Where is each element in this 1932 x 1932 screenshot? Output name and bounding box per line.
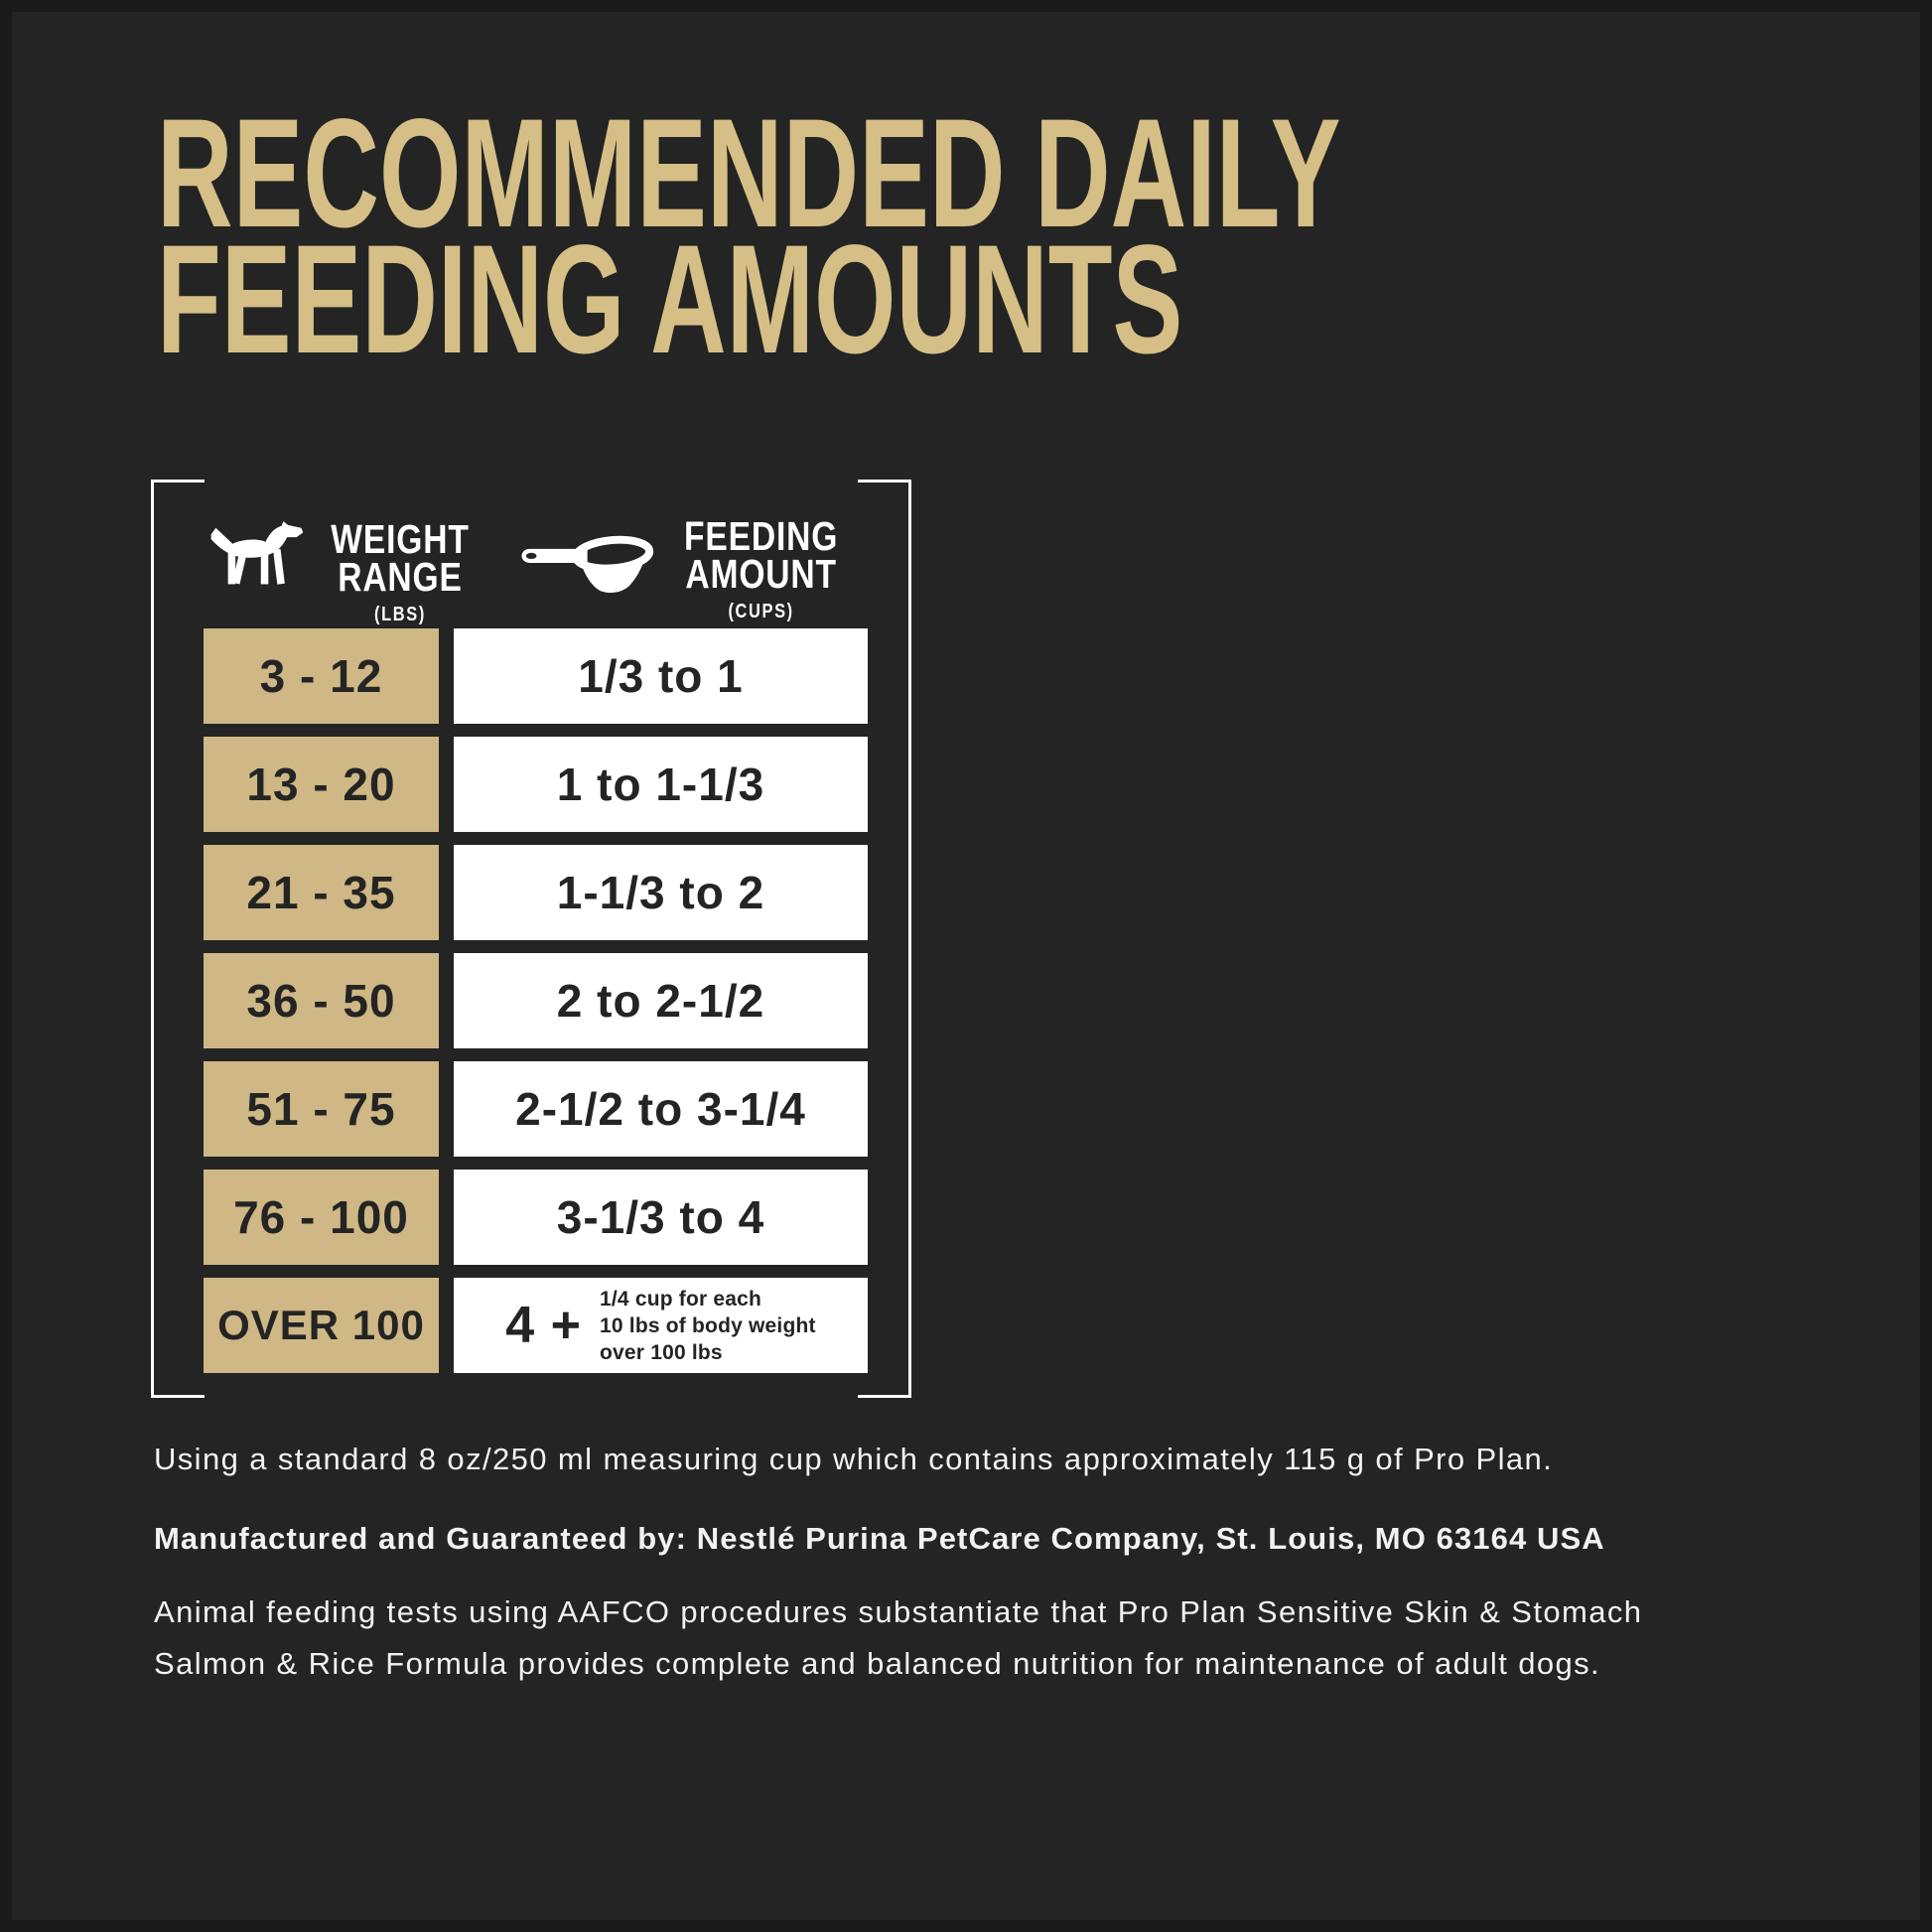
page-title-line-2: FEEDING AMOUNTS	[157, 213, 1183, 386]
feeding-amount-base: 4 +	[505, 1297, 582, 1354]
feeding-amount-label-line-1: FEEDING	[684, 513, 839, 559]
bracket-corner-bottom-left	[151, 1395, 205, 1398]
weight-range-cell: 36 - 50	[204, 953, 439, 1048]
table-row: 36 - 50 2 to 2-1/2	[204, 953, 868, 1048]
table-row: OVER 100 4 + 1/4 cup for each 10 lbs of …	[204, 1278, 868, 1373]
weight-range-unit: (LBS)	[374, 604, 426, 625]
manufacturer-statement: Manufactured and Guaranteed by: Nestlé P…	[154, 1521, 1605, 1556]
feeding-amount-cell: 2-1/2 to 3-1/4	[454, 1061, 868, 1157]
feeding-amount-note-line-2: 10 lbs of body weight	[600, 1313, 816, 1337]
feeding-amount-cell: 4 + 1/4 cup for each 10 lbs of body weig…	[454, 1278, 868, 1373]
table-row: 21 - 35 1-1/3 to 2	[204, 845, 868, 940]
column-header-feeding-amount: FEEDING AMOUNT (CUPS)	[510, 513, 855, 623]
weight-range-label-line-1: WEIGHT	[331, 516, 470, 562]
weight-range-cell: 3 - 12	[204, 628, 439, 724]
weight-range-cell: 51 - 75	[204, 1061, 439, 1157]
feeding-amount-cell: 1-1/3 to 2	[454, 845, 868, 940]
measuring-cup-icon	[510, 517, 659, 601]
bracket-corner-top-right	[858, 480, 911, 483]
aafco-statement-line-2: Salmon & Rice Formula provides complete …	[154, 1646, 1601, 1681]
weight-range-cell: 21 - 35	[204, 845, 439, 940]
weight-range-cell: 13 - 20	[204, 737, 439, 832]
column-header-weight-range: WEIGHT RANGE (LBS)	[205, 516, 484, 626]
table-row: 3 - 12 1/3 to 1	[204, 628, 868, 724]
feeding-amount-note-line-3: over 100 lbs	[600, 1340, 723, 1364]
feeding-amount-cell: 3-1/3 to 4	[454, 1170, 868, 1265]
feeding-amount-label: FEEDING AMOUNT (CUPS)	[684, 513, 839, 623]
aafco-statement-line-1: Animal feeding tests using AAFCO procedu…	[154, 1594, 1643, 1629]
feeding-table: 3 - 12 1/3 to 1 13 - 20 1 to 1-1/3 21 - …	[204, 628, 868, 1386]
measuring-cup-footnote: Using a standard 8 oz/250 ml measuring c…	[154, 1442, 1554, 1476]
dog-icon	[205, 520, 308, 594]
page-title: RECOMMENDED DAILY FEEDING AMOUNTS	[157, 87, 1341, 386]
weight-range-cell: OVER 100	[204, 1278, 439, 1373]
table-row: 51 - 75 2-1/2 to 3-1/4	[204, 1061, 868, 1157]
feeding-amount-cell: 2 to 2-1/2	[454, 953, 868, 1048]
feeding-amount-note: 1/4 cup for each 10 lbs of body weight o…	[600, 1286, 816, 1366]
feeding-amount-unit: (CUPS)	[728, 601, 794, 622]
page-title-line-1: RECOMMENDED DAILY	[157, 87, 1341, 260]
bracket-frame	[151, 480, 911, 1398]
feeding-amount-cell: 1/3 to 1	[454, 628, 868, 724]
bracket-corner-bottom-right	[858, 1395, 911, 1398]
weight-range-label-line-2: RANGE	[338, 554, 463, 600]
bracket-corner-top-left	[151, 480, 205, 483]
feeding-amount-cell: 1 to 1-1/3	[454, 737, 868, 832]
weight-range-label: WEIGHT RANGE (LBS)	[331, 516, 470, 626]
feeding-amount-note-line-1: 1/4 cup for each	[600, 1287, 762, 1311]
table-row: 13 - 20 1 to 1-1/3	[204, 737, 868, 832]
table-row: 76 - 100 3-1/3 to 4	[204, 1170, 868, 1265]
weight-range-cell: 76 - 100	[204, 1170, 439, 1265]
aafco-statement: Animal feeding tests using AAFCO procedu…	[154, 1587, 1642, 1690]
feeding-amount-label-line-2: AMOUNT	[685, 551, 837, 597]
